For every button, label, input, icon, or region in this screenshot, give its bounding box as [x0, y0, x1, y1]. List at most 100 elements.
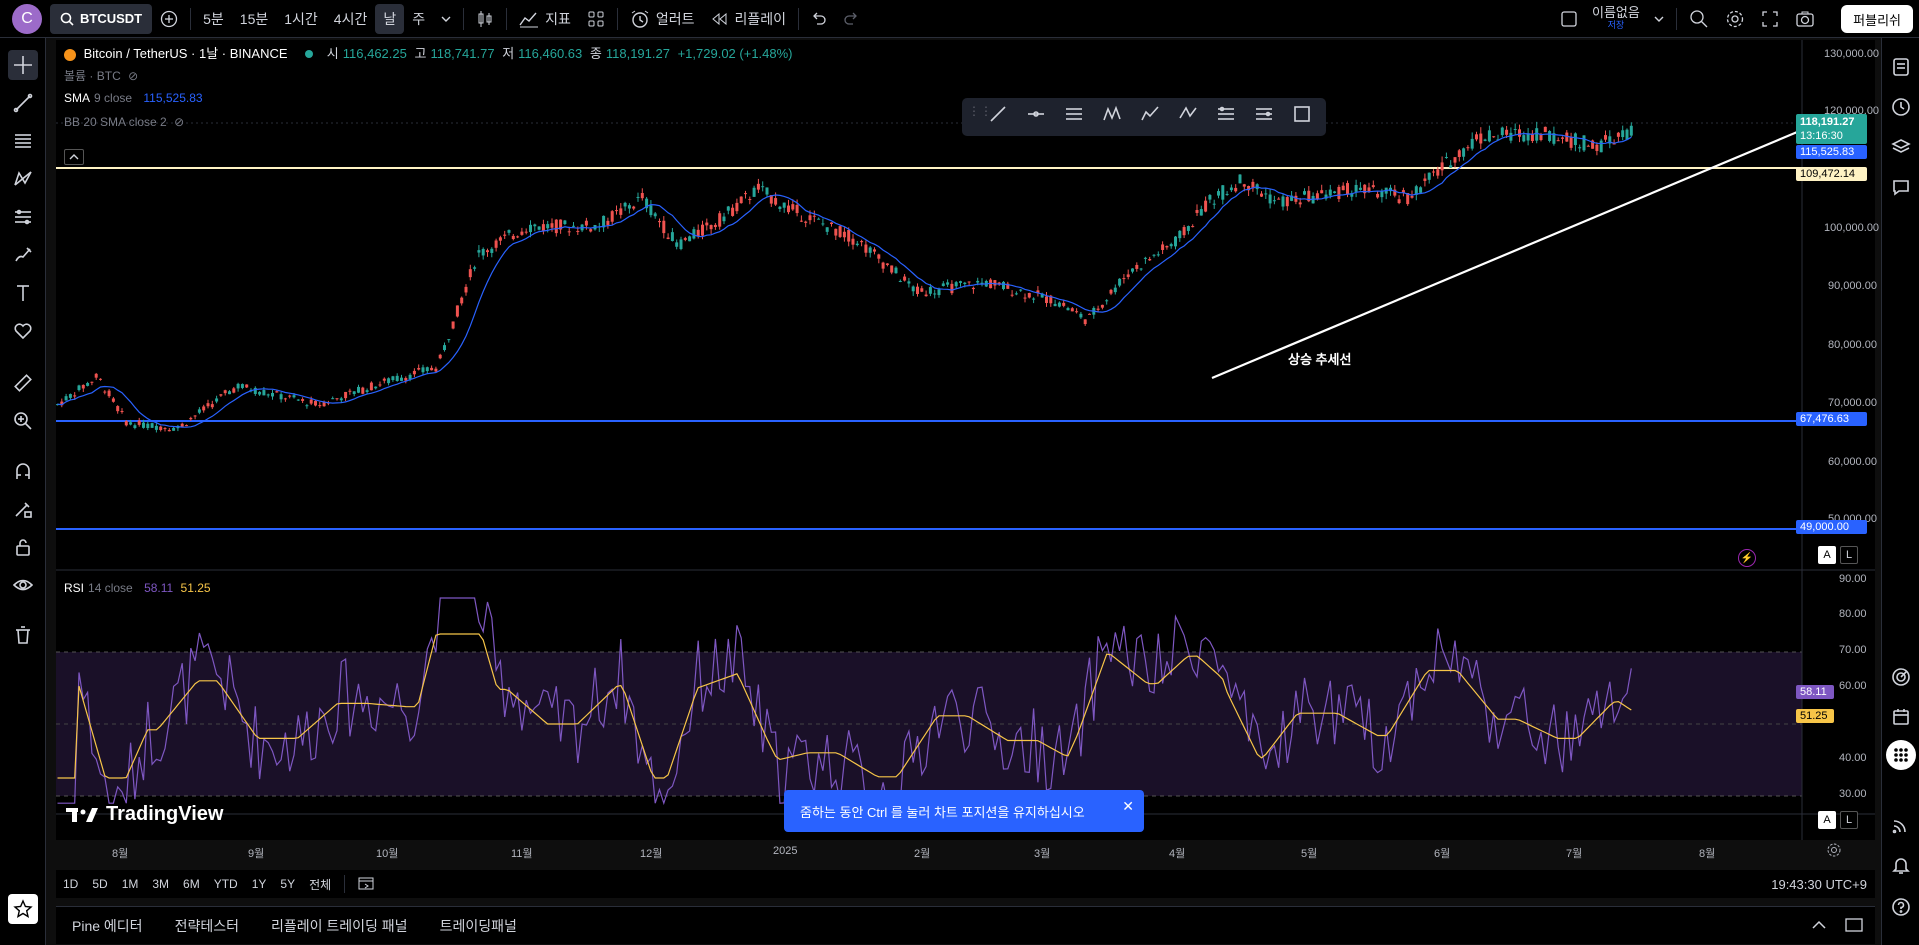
timeframe-15m[interactable]: 15분 — [239, 10, 269, 27]
channel-button[interactable] — [1064, 104, 1090, 130]
indicators-button[interactable]: 지표 — [511, 4, 579, 34]
timeframe-4h[interactable]: 4시간 — [333, 10, 368, 27]
magnet-tool[interactable] — [8, 456, 38, 486]
bb-label[interactable]: BB 20 SMA close 2 — [64, 115, 167, 129]
layout-toggle-button[interactable] — [1552, 4, 1586, 34]
zoom-tool[interactable] — [8, 406, 38, 436]
timezone-clock[interactable]: 19:43:30 UTC+9 — [1771, 876, 1867, 892]
fullscreen-button[interactable] — [1753, 4, 1787, 34]
range-ytd[interactable]: YTD — [213, 877, 238, 891]
timeframe-1d[interactable]: 날 — [375, 3, 405, 34]
abc-wave-button[interactable] — [1178, 104, 1204, 130]
timeframe-1h[interactable]: 1시간 — [284, 10, 318, 27]
tab-trading-panel[interactable]: 트레이딩패널 — [439, 917, 517, 934]
horizontal-ray-button[interactable] — [1026, 104, 1052, 130]
collapse-legend-button[interactable] — [64, 149, 84, 165]
compare-symbol-button[interactable] — [152, 4, 186, 34]
symbol-search-button[interactable]: BTCUSDT — [50, 3, 153, 34]
templates-button[interactable] — [579, 4, 613, 34]
trendline-tool[interactable] — [8, 88, 38, 118]
stream-button[interactable] — [1886, 810, 1916, 840]
object-tree-button[interactable] — [1886, 132, 1916, 162]
range-all[interactable]: 전체 — [309, 877, 332, 892]
replay-button[interactable]: 리플레이 — [703, 4, 795, 34]
redo-button[interactable] — [835, 4, 867, 34]
tab-strategy-tester[interactable]: 전략테스터 — [174, 917, 239, 934]
rectangle-button[interactable] — [1292, 104, 1318, 130]
chat-button[interactable] — [1886, 172, 1916, 202]
range-5y[interactable]: 5Y — [280, 877, 296, 891]
text-tool[interactable] — [8, 278, 38, 308]
watchlist-button[interactable] — [1886, 52, 1916, 82]
auto-scale-button-rsi[interactable]: A — [1818, 811, 1836, 829]
lightning-icon[interactable]: ⚡ — [1738, 549, 1756, 567]
chart-type-button[interactable] — [468, 4, 502, 34]
timeframe-1w[interactable]: 주 — [412, 10, 426, 27]
chart-canvas[interactable]: 상승 추세선 — [56, 40, 1875, 840]
drag-handle[interactable]: ⋮⋮ — [968, 104, 992, 118]
ideas-button[interactable] — [1886, 662, 1916, 692]
eye-off-icon[interactable]: ⊘ — [128, 69, 139, 83]
expand-panel-button[interactable] — [1811, 917, 1827, 933]
log-scale-button-rsi[interactable]: L — [1840, 811, 1858, 829]
layout-dropdown[interactable] — [1646, 4, 1672, 34]
chart-pane[interactable]: 상승 추세선 Bitcoin / TetherUS · 1날 · BINANCE… — [56, 40, 1879, 860]
alert-label: 얼러트 — [655, 10, 695, 27]
range-1d[interactable]: 1D — [63, 877, 79, 891]
timeframe-5m[interactable]: 5분 — [203, 10, 224, 27]
notifications-button[interactable] — [1886, 850, 1916, 880]
symbol-title[interactable]: Bitcoin / TetherUS · 1날 · BINANCE — [83, 46, 288, 61]
eye-off-icon[interactable]: ⊘ — [174, 115, 185, 129]
sma-label[interactable]: SMA — [64, 91, 91, 105]
tab-replay-trading[interactable]: 리플레이 트레이딩 패널 — [270, 917, 408, 934]
undo-button[interactable] — [803, 4, 835, 34]
pattern-button[interactable] — [1102, 104, 1128, 130]
auto-scale-button[interactable]: A — [1818, 546, 1836, 564]
stay-in-drawing-mode[interactable] — [8, 494, 38, 524]
user-avatar[interactable]: C — [12, 3, 42, 34]
forecast-icon — [15, 209, 31, 225]
range-1m[interactable]: 1M — [121, 877, 139, 891]
time-axis-settings-button[interactable] — [1826, 842, 1844, 860]
brush-tool[interactable] — [8, 240, 38, 270]
settings-button[interactable] — [1717, 4, 1753, 34]
maximize-panel-button[interactable] — [1845, 917, 1863, 936]
goto-date-button[interactable] — [351, 875, 381, 894]
tradingview-watermark[interactable]: TradingView — [66, 803, 223, 826]
products-button[interactable] — [1886, 740, 1916, 770]
close-icon[interactable]: ✕ — [1122, 798, 1134, 814]
snapshot-button[interactable] — [1787, 4, 1823, 34]
pattern-tool[interactable] — [8, 164, 38, 194]
candle-body — [1535, 128, 1539, 141]
prediction-tool[interactable] — [8, 202, 38, 232]
fib-tool[interactable] — [8, 126, 38, 156]
log-scale-button[interactable]: L — [1840, 546, 1858, 564]
layout-name-button[interactable]: 이름없음 저장 — [1586, 6, 1646, 32]
publish-button[interactable]: 퍼블리쉬 — [1841, 5, 1913, 33]
crosshair-tool[interactable] — [8, 50, 38, 80]
range-1y[interactable]: 1Y — [251, 877, 267, 891]
forecast-button[interactable] — [1216, 104, 1242, 130]
range-5d[interactable]: 5D — [92, 877, 108, 891]
timeframe-dropdown[interactable] — [433, 4, 459, 34]
tab-pine-editor[interactable]: Pine 에디터 — [72, 917, 143, 934]
lock-drawings[interactable] — [8, 532, 38, 562]
drawing-toolbar — [0, 38, 46, 945]
hide-drawings[interactable] — [8, 570, 38, 600]
alerts-panel-button[interactable] — [1886, 92, 1916, 122]
quick-search-button[interactable] — [1681, 4, 1717, 34]
remove-drawings[interactable] — [8, 620, 38, 650]
icon-tool[interactable] — [8, 316, 38, 346]
range-3m[interactable]: 3M — [152, 877, 170, 891]
watchlist-star-button[interactable] — [8, 894, 38, 924]
calendar-button[interactable] — [1886, 702, 1916, 732]
rsi-label[interactable]: RSI — [64, 581, 85, 595]
range-6m[interactable]: 6M — [183, 877, 200, 891]
parallel-lines-button[interactable] — [1254, 104, 1280, 130]
measure-tool[interactable] — [8, 368, 38, 398]
help-button[interactable] — [1886, 892, 1916, 922]
alert-button[interactable]: 얼러트 — [622, 4, 703, 34]
line-style-button[interactable] — [988, 104, 1014, 130]
uptrend-line[interactable] — [1211, 128, 1803, 380]
elliott-wave-button[interactable] — [1140, 104, 1166, 130]
